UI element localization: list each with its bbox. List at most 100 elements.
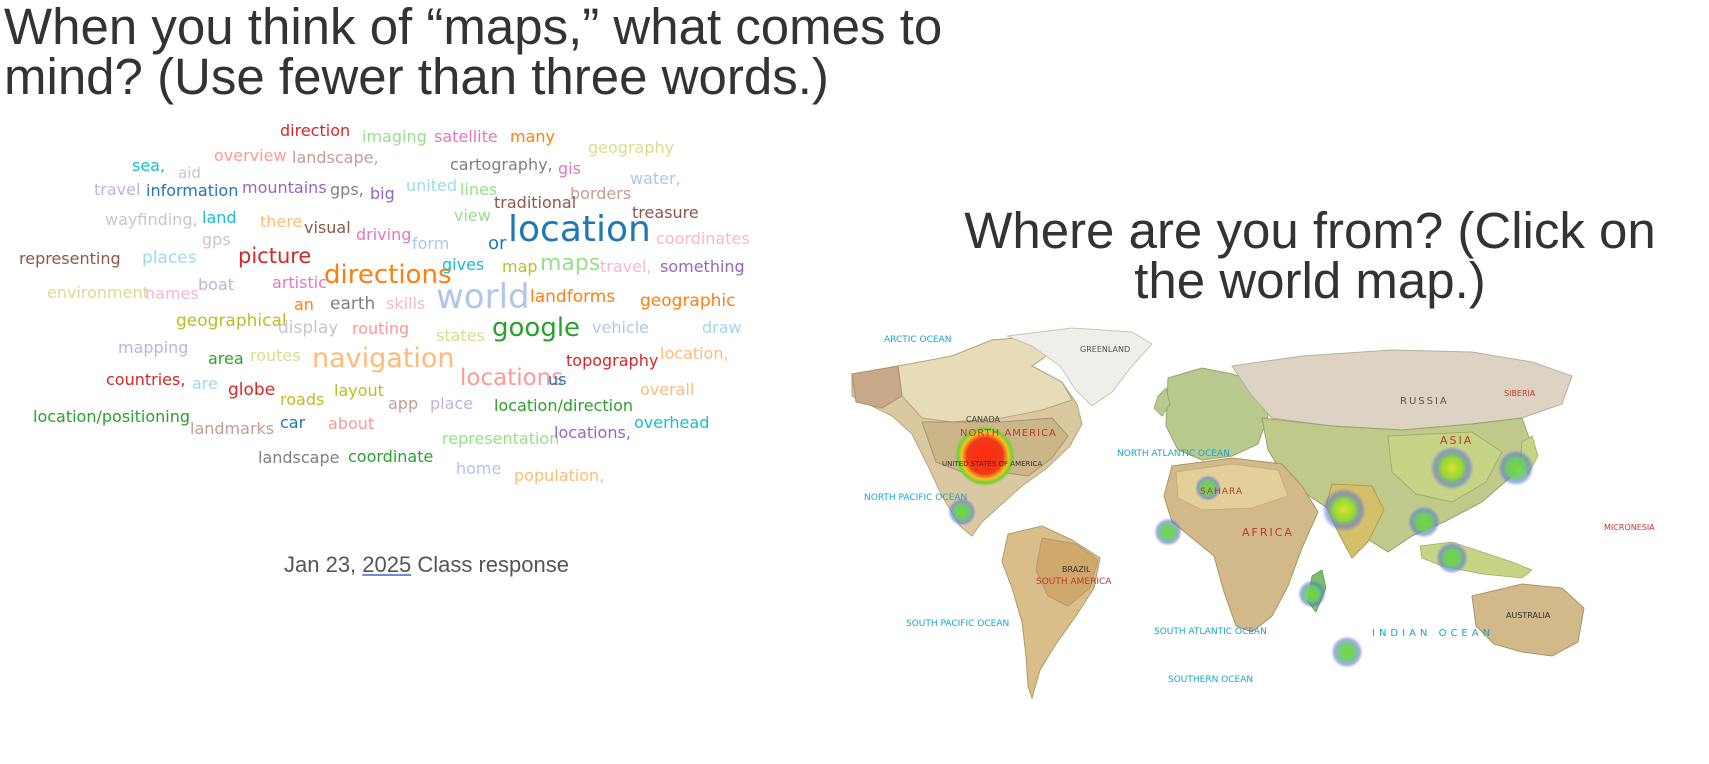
word-cloud-word: coordinate	[348, 447, 434, 466]
region-label-canada: CANADA	[966, 415, 1001, 424]
word-cloud-word: are	[192, 374, 218, 393]
word-cloud-word: information	[146, 181, 239, 200]
region-label-australia: AUSTRALIA	[1506, 611, 1551, 620]
word-cloud-word: there	[260, 212, 303, 231]
heat-point-usa	[955, 426, 1015, 486]
heat-point-indian-ocean-island	[1331, 636, 1363, 668]
caption-year: 2025	[362, 552, 412, 577]
caption-suffix: Class response	[411, 552, 569, 577]
word-cloud-word: population,	[514, 466, 605, 485]
question-title-where-from: Where are you from? (Click on the world …	[964, 202, 1656, 309]
word-cloud-word: travel	[94, 180, 141, 199]
region-label-africa: AFRICA	[1242, 526, 1294, 539]
word-cloud-word: layout	[334, 381, 384, 400]
word-cloud-word: gis	[558, 159, 581, 178]
region-label-usa: UNITED STATES OF AMERICA	[942, 460, 1042, 468]
word-cloud-word: coordinates	[656, 229, 750, 248]
word-cloud-word: picture	[238, 244, 312, 268]
word-cloud-word: representation	[442, 429, 560, 448]
word-cloud-word: many	[510, 127, 555, 146]
region-label-brazil: BRAZIL	[1062, 565, 1091, 574]
word-cloud-word: about	[328, 414, 375, 433]
heat-point-west-africa	[1154, 518, 1182, 546]
word-cloud-word: place	[430, 394, 474, 413]
heatmap-layer	[948, 426, 1534, 668]
word-cloud-word: google	[492, 313, 581, 343]
word-cloud-word: direction	[280, 121, 351, 140]
word-cloud-word: overall	[640, 380, 695, 399]
world-map-canvas[interactable]: ARCTIC OCEAN NORTH ATLANTIC OCEAN NORTH …	[832, 326, 1692, 758]
ocean-label-south-pacific: SOUTH PACIFIC OCEAN	[906, 619, 1009, 629]
word-cloud: direction imaging satellite many geography se…	[0, 120, 830, 540]
word-cloud-word: location/positioning	[33, 407, 190, 426]
region-label-siberia: SIBERIA	[1504, 389, 1536, 398]
word-cloud-word: satellite	[434, 127, 498, 146]
word-cloud-word: mountains	[242, 178, 327, 197]
region-label-north-america: NORTH AMERICA	[960, 428, 1057, 439]
word-cloud-word: overhead	[634, 413, 710, 432]
heat-point-china	[1430, 446, 1474, 490]
word-cloud-word: treasure	[632, 203, 699, 222]
word-cloud-word: places	[142, 248, 197, 268]
word-cloud-word: united	[406, 176, 457, 195]
heat-point-india	[1322, 488, 1366, 532]
region-label-greenland: GREENLAND	[1080, 345, 1130, 354]
word-cloud-word: topography	[566, 351, 659, 370]
region-label-asia: ASIA	[1440, 434, 1473, 447]
ocean-label-south-atlantic: SOUTH ATLANTIC OCEAN	[1154, 627, 1267, 637]
word-cloud-word: vehicle	[592, 318, 649, 337]
word-cloud-word: aid	[178, 164, 201, 182]
word-cloud-word: cartography,	[450, 155, 553, 174]
word-cloud-word: location,	[660, 344, 729, 363]
word-cloud-word: us	[548, 370, 567, 389]
word-cloud-word: landscape	[258, 448, 340, 467]
word-cloud-word: an	[294, 295, 314, 314]
word-cloud-word: locations	[460, 365, 564, 391]
alaska-land	[851, 365, 903, 409]
word-cloud-word: display	[278, 318, 339, 338]
word-cloud-word: gives	[442, 255, 485, 274]
uk-land	[1153, 387, 1171, 417]
word-cloud-word: locations,	[554, 423, 631, 442]
heat-point-korea-japan	[1498, 450, 1534, 486]
word-cloud-word: geographic	[640, 291, 736, 311]
word-cloud-word: overview	[214, 146, 287, 165]
word-cloud-word: artistic	[272, 273, 327, 292]
brazil-land	[1035, 537, 1099, 607]
word-cloud-word: visual	[304, 218, 351, 237]
word-cloud-word: borders	[570, 184, 632, 203]
ocean-label-north-pacific: NORTH PACIFIC OCEAN	[864, 493, 967, 503]
word-cloud-word: landmarks	[190, 419, 275, 438]
word-cloud-word: maps	[540, 251, 601, 276]
word-cloud-word: representing	[19, 249, 121, 268]
word-cloud-word: car	[280, 413, 306, 432]
world-map[interactable]: ARCTIC OCEAN NORTH ATLANTIC OCEAN NORTH …	[832, 326, 1692, 758]
word-cloud-caption: Jan 23, 2025 Class response	[284, 552, 569, 578]
word-cloud-word: home	[456, 459, 502, 478]
word-cloud-word: world	[436, 277, 530, 317]
word-cloud-word: travel,	[600, 257, 652, 276]
word-cloud-word: land	[202, 208, 237, 227]
heat-point-mexico	[948, 498, 976, 526]
word-cloud-word: navigation	[312, 343, 455, 374]
heat-point-southeast-asia	[1408, 506, 1440, 538]
question-title-maps: When you think of “maps,” what comes to …	[4, 0, 943, 105]
heat-point-north-africa	[1195, 475, 1221, 501]
word-cloud-word: draw	[702, 318, 742, 337]
region-label-south-america: SOUTH AMERICA	[1036, 577, 1112, 587]
word-cloud-word: form	[412, 234, 450, 253]
word-cloud-word: driving	[356, 225, 412, 244]
word-cloud-word: sea,	[132, 156, 166, 175]
europe-land	[1165, 367, 1269, 461]
word-cloud-word: roads	[280, 390, 325, 409]
word-cloud-word: landscape,	[292, 148, 379, 167]
heat-point-madagascar	[1298, 580, 1326, 608]
word-cloud-word: big	[370, 184, 395, 203]
word-cloud-word: skills	[386, 294, 426, 313]
word-cloud-word: globe	[228, 380, 276, 400]
word-cloud-word: imaging	[362, 127, 427, 146]
ocean-label-indian: INDIAN OCEAN	[1372, 628, 1494, 639]
russia-land	[1231, 349, 1573, 431]
word-cloud-word: mapping	[118, 338, 189, 357]
word-cloud-word: water,	[630, 169, 681, 188]
